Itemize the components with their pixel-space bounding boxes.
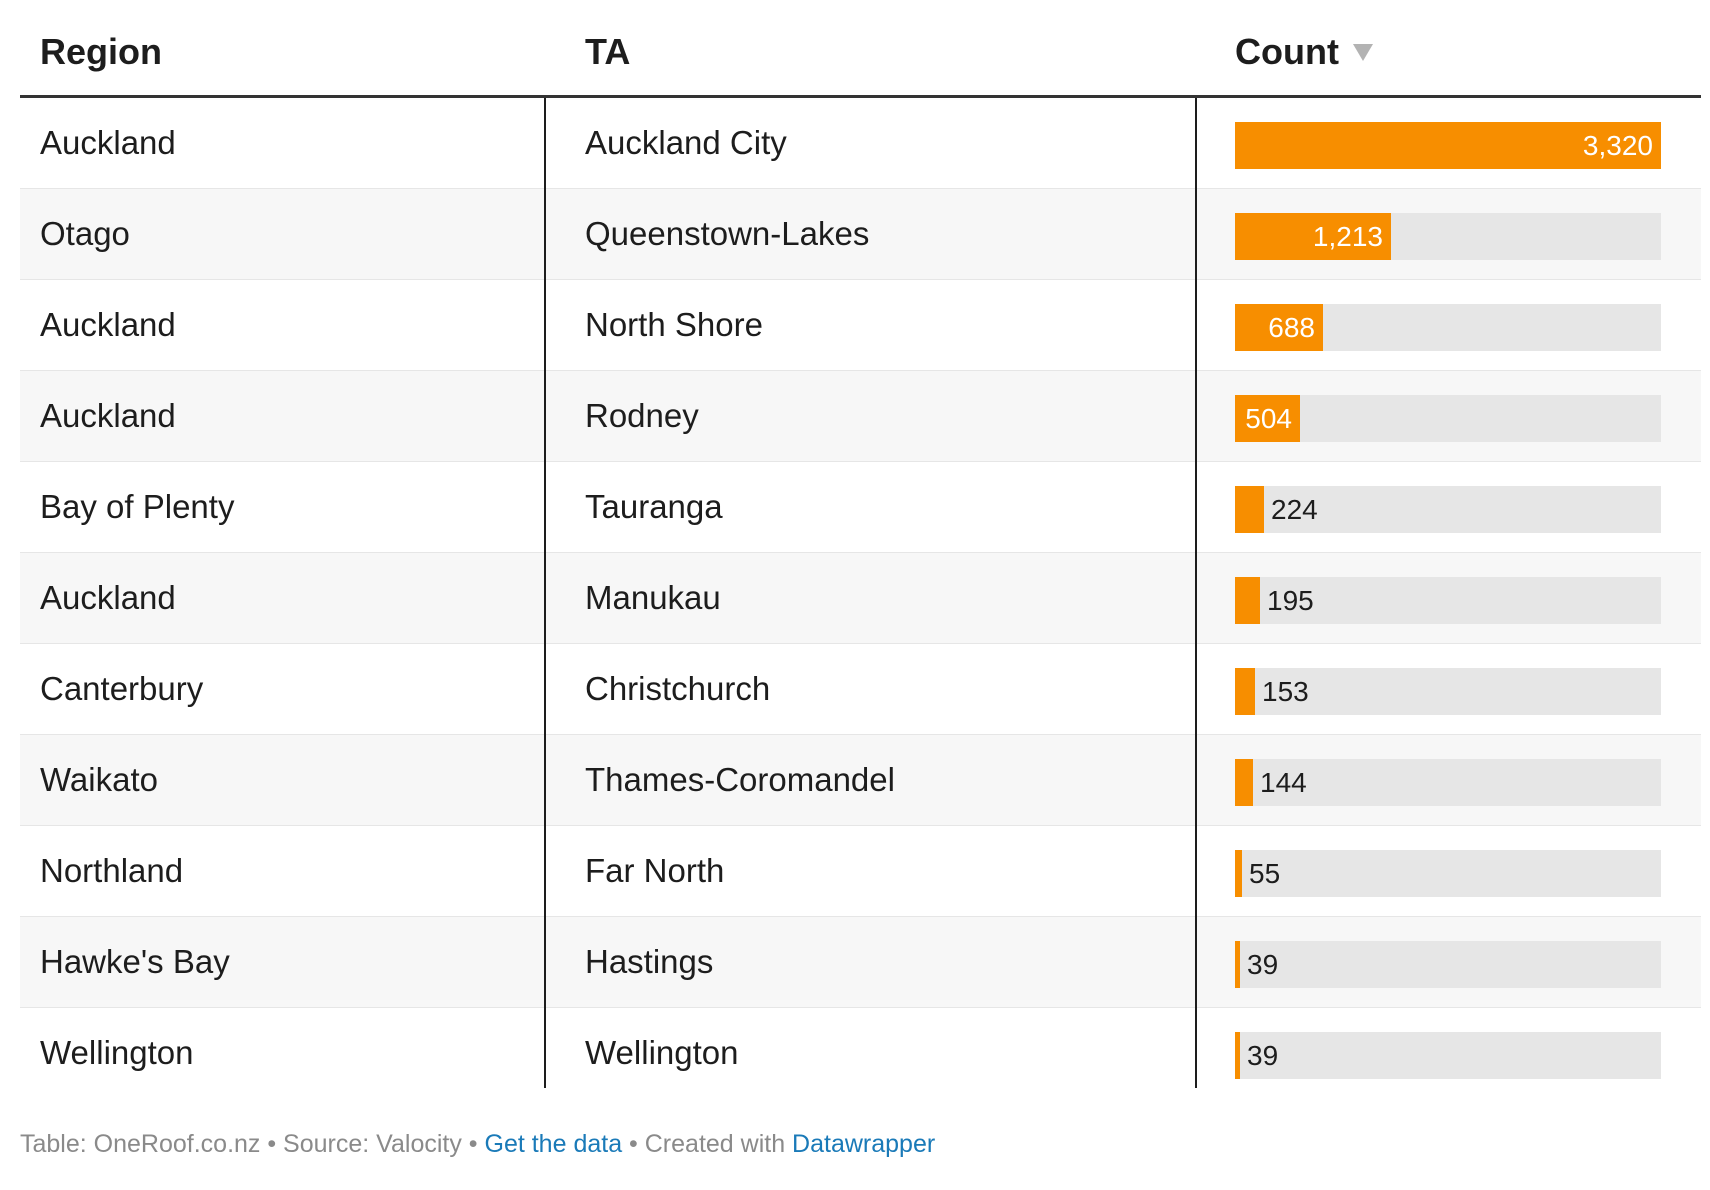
column-header-region[interactable]: Region <box>40 31 162 72</box>
count-bar-track: 144 <box>1235 759 1661 806</box>
cell-ta: Tauranga <box>585 488 723 525</box>
count-bar <box>1235 122 1661 169</box>
column-header-count[interactable]: Count <box>1235 30 1373 74</box>
cell-ta: Wellington <box>585 1034 739 1071</box>
count-bar <box>1235 486 1264 533</box>
count-value-label: 3,320 <box>1582 130 1653 161</box>
count-value-label: 688 <box>1268 312 1315 343</box>
count-value-label: 195 <box>1267 585 1314 616</box>
cell-region: Waikato <box>40 761 158 798</box>
cell-ta: Rodney <box>585 397 699 434</box>
footer-created-with-text: • Created with <box>622 1130 793 1158</box>
cell-region: Bay of Plenty <box>40 488 235 525</box>
count-bar-track: 153 <box>1235 668 1661 715</box>
count-bar <box>1235 941 1240 988</box>
count-bar-track: 39 <box>1235 941 1661 988</box>
table-row: Auckland North Shore 688 <box>20 280 1701 371</box>
column-header-count-label: Count <box>1235 31 1339 72</box>
count-bar-track: 224 <box>1235 486 1661 533</box>
count-bar-track: 3,320 <box>1235 122 1661 169</box>
cell-ta: Queenstown-Lakes <box>585 215 870 252</box>
sort-descending-icon[interactable] <box>1352 43 1373 61</box>
cell-region: Northland <box>40 852 184 889</box>
data-table: Region TA Count Auckland Auckland City 3,3… <box>20 0 1701 1098</box>
get-the-data-link[interactable]: Get the data <box>484 1130 623 1158</box>
count-bar <box>1235 213 1391 260</box>
count-bar-track: 504 <box>1235 395 1661 442</box>
count-bar <box>1235 304 1323 351</box>
count-bar <box>1235 1032 1240 1079</box>
cell-ta: North Shore <box>585 306 763 343</box>
count-bar <box>1235 759 1253 806</box>
table-row: Wellington Wellington 39 <box>20 1008 1701 1098</box>
column-divider <box>544 98 546 1088</box>
count-value-label: 224 <box>1271 494 1318 525</box>
count-value-label: 153 <box>1262 676 1309 707</box>
count-value-label: 55 <box>1249 858 1281 889</box>
table-row: Waikato Thames-Coromandel 144 <box>20 735 1701 826</box>
cell-region: Auckland <box>40 306 176 343</box>
count-bar-track: 688 <box>1235 304 1661 351</box>
cell-region: Auckland <box>40 579 176 616</box>
count-bar-track: 195 <box>1235 577 1661 624</box>
table-row: Bay of Plenty Tauranga 224 <box>20 462 1701 553</box>
table-body: Auckland Auckland City 3,320 Otago Queenstow… <box>20 98 1701 1098</box>
cell-region: Wellington <box>40 1034 194 1071</box>
footer-source-text: Table: OneRoof.co.nz • Source: Valocity … <box>20 1130 485 1158</box>
count-value-label: 144 <box>1260 767 1307 798</box>
count-bar-track: 39 <box>1235 1032 1661 1079</box>
table-row: Hawke's Bay Hastings 39 <box>20 917 1701 1008</box>
footer: Table: OneRoof.co.nz • Source: Valocity … <box>20 1128 935 1160</box>
cell-region: Otago <box>40 215 130 252</box>
datawrapper-link[interactable]: Datawrapper <box>792 1130 936 1158</box>
column-header-ta[interactable]: TA <box>585 31 631 72</box>
count-value-label: 1,213 <box>1312 221 1383 252</box>
table-row: Otago Queenstown-Lakes 1,213 <box>20 189 1701 280</box>
count-value-label: 39 <box>1247 1040 1279 1071</box>
cell-ta: Manukau <box>585 579 721 616</box>
count-value-label: 39 <box>1247 949 1279 980</box>
count-value-label: 504 <box>1245 403 1292 434</box>
table-row: Northland Far North 55 <box>20 826 1701 917</box>
count-bar <box>1235 850 1242 897</box>
table-row: Canterbury Christchurch 153 <box>20 644 1701 735</box>
cell-region: Hawke's Bay <box>40 943 230 980</box>
cell-region: Auckland <box>40 397 176 434</box>
count-bar-track: 55 <box>1235 850 1661 897</box>
cell-ta: Christchurch <box>585 670 771 707</box>
cell-region: Auckland <box>40 124 176 161</box>
cell-region: Canterbury <box>40 670 204 707</box>
count-bar <box>1235 668 1255 715</box>
table-header: Region TA Count <box>20 0 1701 98</box>
cell-ta: Auckland City <box>585 124 787 161</box>
column-divider <box>1195 98 1197 1088</box>
table-row: Auckland Auckland City 3,320 <box>20 98 1701 189</box>
cell-ta: Far North <box>585 852 725 889</box>
count-bar-track: 1,213 <box>1235 213 1661 260</box>
table-row: Auckland Rodney 504 <box>20 371 1701 462</box>
cell-ta: Hastings <box>585 943 714 980</box>
table-row: Auckland Manukau 195 <box>20 553 1701 644</box>
cell-ta: Thames-Coromandel <box>585 761 895 798</box>
count-bar <box>1235 577 1260 624</box>
count-bar <box>1235 395 1300 442</box>
